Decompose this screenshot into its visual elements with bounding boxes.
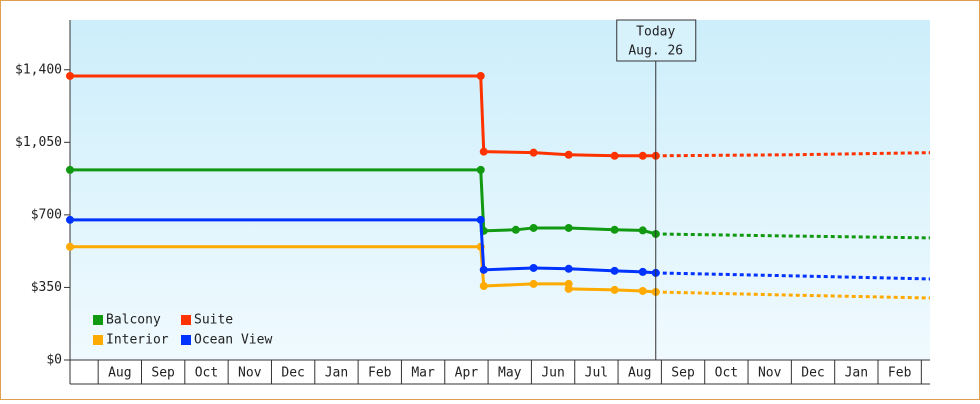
x-tick-label: May — [498, 366, 522, 381]
forecast-line — [655, 290, 931, 300]
legend-label: Ocean View — [194, 333, 272, 348]
price-line — [70, 74, 656, 158]
price-point — [564, 284, 573, 293]
x-tick-label: Aug — [108, 366, 131, 381]
price-point — [610, 225, 619, 234]
x-tick-label: Dec — [281, 366, 304, 381]
price-point — [638, 151, 647, 160]
today-box — [616, 19, 697, 62]
price-point — [564, 223, 573, 232]
x-tick-label: Jun — [541, 366, 564, 381]
x-tick-label: Sep — [151, 366, 175, 381]
price-point — [610, 151, 619, 160]
legend-label: Balcony — [106, 313, 161, 328]
price-point — [610, 285, 619, 294]
y-tick-label: $350 — [31, 280, 62, 295]
price-point — [66, 242, 74, 251]
price-point — [511, 225, 520, 234]
price-point — [66, 165, 74, 174]
legend-swatch — [181, 315, 191, 325]
price-point — [66, 215, 74, 224]
price-point — [564, 150, 573, 159]
x-tick-label: Dec — [801, 366, 824, 381]
price-point — [479, 265, 488, 274]
price-point — [479, 281, 488, 290]
x-tick-label: Aug — [628, 366, 651, 381]
price-point — [66, 71, 74, 80]
x-tick-label: Oct — [715, 366, 738, 381]
price-point — [529, 263, 538, 272]
price-point — [479, 147, 488, 156]
legend-swatch — [93, 315, 103, 325]
x-tick-label: Jan — [845, 366, 868, 381]
x-tick-label: Jul — [585, 366, 608, 381]
price-point — [610, 266, 619, 275]
today-label: Aug. 26 — [628, 44, 683, 59]
x-tick-label: Nov — [238, 366, 262, 381]
price-point — [476, 215, 485, 224]
forecast-line — [655, 232, 931, 240]
x-tick-label: Oct — [195, 366, 218, 381]
price-point — [638, 267, 647, 276]
y-tick-label: $700 — [31, 207, 62, 222]
price-line — [70, 218, 656, 275]
forecast-line — [655, 271, 931, 281]
x-tick-label: Mar — [411, 366, 435, 381]
price-point — [564, 264, 573, 273]
x-tick-label: Apr — [455, 366, 479, 381]
y-tick-label: $1,050 — [15, 135, 62, 150]
x-tick-label: Nov — [758, 366, 782, 381]
y-tick-label: $0 — [46, 353, 62, 368]
price-point — [476, 165, 485, 174]
x-tick-label: Feb — [368, 366, 392, 381]
legend-label: Suite — [194, 313, 233, 328]
price-point — [529, 223, 538, 232]
today-label: Today — [636, 25, 675, 40]
legend-label: Interior — [106, 333, 169, 348]
price-point — [638, 286, 647, 295]
x-tick-label: Feb — [888, 366, 912, 381]
x-tick-label: Sep — [671, 366, 695, 381]
y-tick-label: $1,400 — [15, 62, 62, 77]
legend-swatch — [93, 335, 103, 345]
price-point — [529, 279, 538, 288]
plot-area — [70, 20, 930, 360]
price-point — [529, 148, 538, 157]
legend-swatch — [181, 335, 191, 345]
price-point — [476, 71, 485, 80]
x-tick-label: Jan — [325, 366, 348, 381]
price-point — [638, 226, 647, 235]
forecast-line — [655, 151, 931, 158]
